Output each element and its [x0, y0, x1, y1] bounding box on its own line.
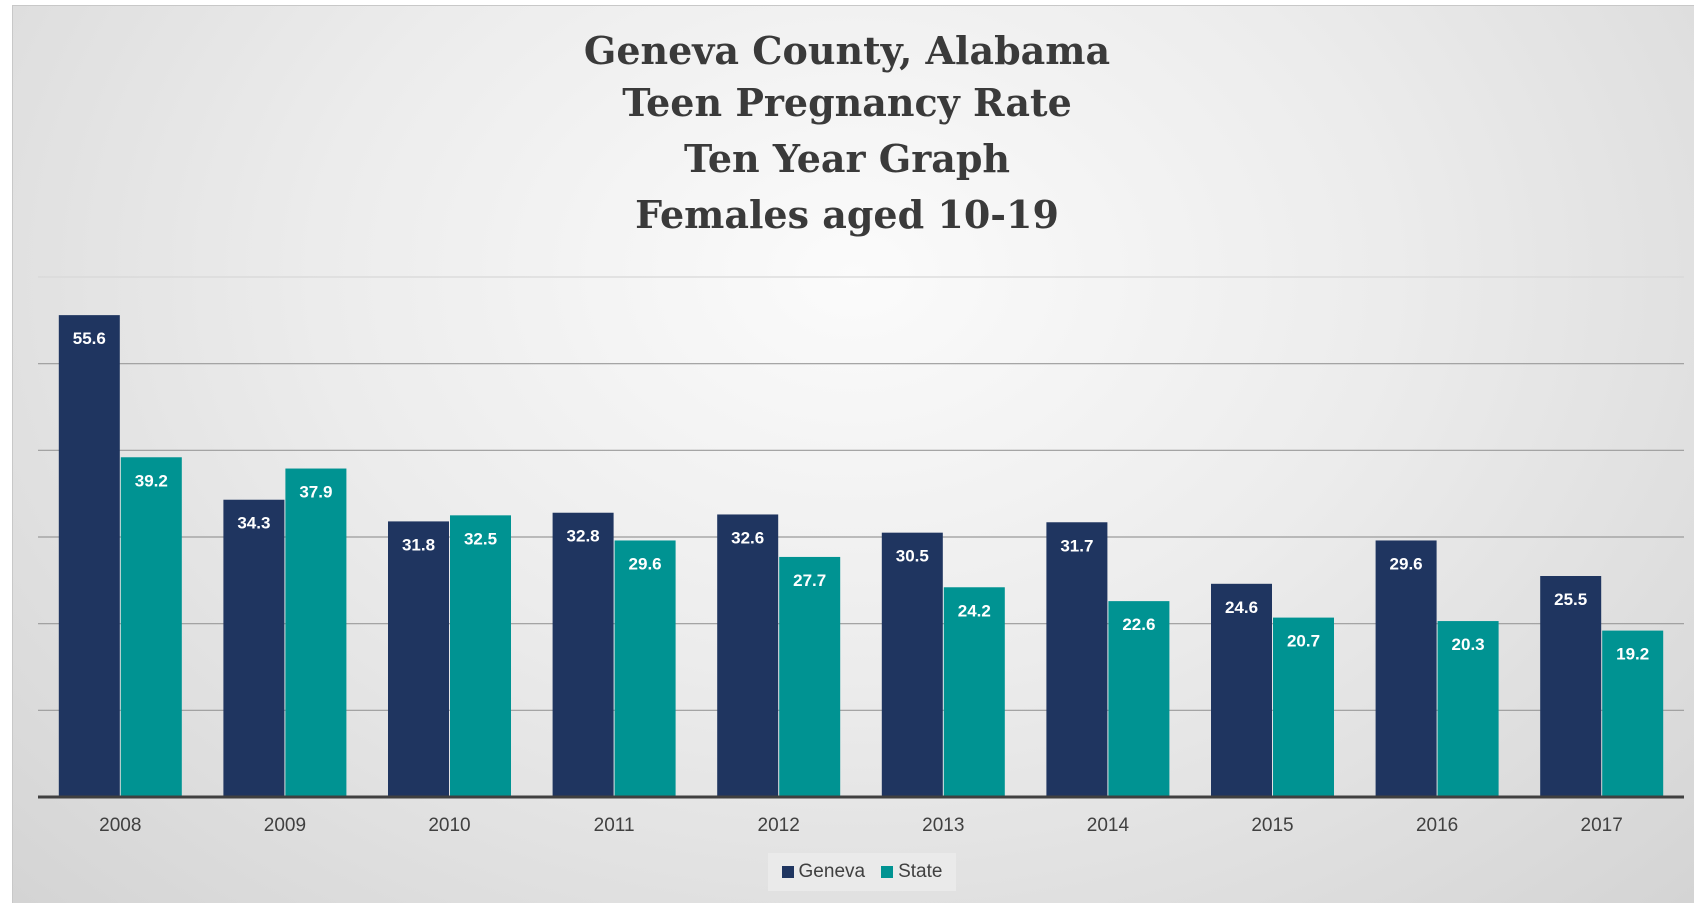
x-tick-label-2010: 2010 [428, 815, 470, 836]
x-tick-label-2011: 2011 [594, 815, 635, 836]
data-label-state-2015: 20.7 [1287, 632, 1320, 651]
bar-state-2008 [120, 457, 182, 797]
data-label-geneva-2014: 31.7 [1060, 536, 1093, 555]
data-label-geneva-2011: 32.8 [567, 527, 600, 546]
bar-state-2017 [1602, 630, 1664, 797]
bar-state-2009 [285, 468, 347, 797]
data-label-state-2016: 20.3 [1452, 635, 1485, 654]
legend-label-geneva: Geneva [798, 861, 866, 882]
legend-item-state: State [881, 861, 942, 883]
x-tick-label-2015: 2015 [1251, 815, 1293, 836]
x-axis: 2008 2009 2010 2011 2012 2013 2014 2015 2016 2017 [38, 795, 1684, 836]
bar-geneva-2017 [1540, 576, 1602, 797]
data-label-state-2011: 29.6 [629, 554, 662, 573]
data-label-geneva-2016: 29.6 [1390, 554, 1423, 573]
legend: Geneva State [768, 853, 956, 891]
bar-state-2014 [1108, 601, 1170, 797]
data-label-state-2009: 37.9 [299, 483, 332, 502]
gridlines [38, 276, 1684, 711]
bar-state-2016 [1437, 621, 1499, 797]
bar-geneva-2013 [881, 532, 943, 797]
data-label-geneva-2008: 55.6 [73, 329, 106, 348]
bar-state-2010 [450, 515, 511, 797]
bar-state-2015 [1273, 617, 1334, 797]
x-tick-label-2013: 2013 [922, 815, 964, 836]
bar-geneva-2016 [1375, 540, 1437, 797]
x-tick-label-2016: 2016 [1416, 815, 1458, 836]
legend-swatch-geneva [781, 866, 794, 878]
bar-geneva-2014 [1046, 522, 1108, 797]
data-labels: 55.6 39.2 34.3 37.9 31.8 32.5 32.8 29.6 32.6 27.7… [73, 329, 1649, 663]
data-label-state-2014: 22.6 [1122, 615, 1155, 634]
data-label-geneva-2013: 30.5 [896, 547, 929, 566]
data-label-geneva-2017: 25.5 [1554, 590, 1587, 609]
data-label-geneva-2010: 31.8 [402, 535, 435, 554]
x-tick-label-2017: 2017 [1581, 815, 1623, 836]
data-label-state-2012: 27.7 [793, 571, 826, 590]
bars [58, 315, 1664, 797]
data-label-state-2013: 24.2 [958, 601, 991, 620]
bar-geneva-2012 [717, 514, 779, 797]
x-tick-label-2008: 2008 [99, 815, 141, 836]
data-label-state-2008: 39.2 [135, 471, 168, 490]
bar-geneva-2011 [552, 512, 614, 797]
bar-geneva-2010 [388, 521, 449, 797]
bar-geneva-2009 [223, 499, 285, 797]
data-label-state-2010: 32.5 [464, 529, 497, 548]
bar-state-2012 [779, 556, 841, 797]
x-tick-label-2014: 2014 [1087, 815, 1130, 836]
data-label-geneva-2015: 24.6 [1225, 598, 1258, 617]
bar-state-2013 [943, 587, 1005, 797]
data-label-state-2017: 19.2 [1616, 645, 1649, 664]
x-tick-label-2012: 2012 [758, 815, 800, 836]
x-tick-label-2009: 2009 [264, 815, 306, 836]
legend-swatch-state [881, 866, 894, 878]
legend-label-state: State [898, 861, 943, 882]
bar-geneva-2008 [58, 315, 120, 797]
bar-geneva-2015 [1211, 583, 1272, 797]
data-label-geneva-2012: 32.6 [731, 528, 764, 547]
legend-item-geneva: Geneva [781, 861, 866, 883]
bar-state-2011 [614, 540, 676, 797]
data-label-geneva-2009: 34.3 [237, 514, 270, 533]
